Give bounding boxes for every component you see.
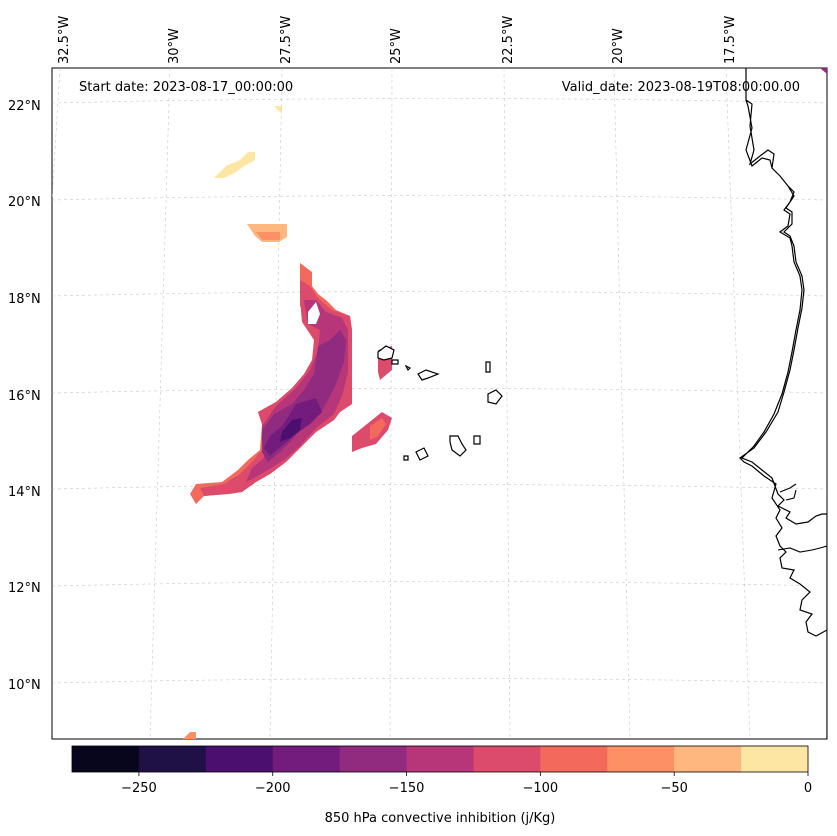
colorbar-swatch bbox=[674, 746, 742, 772]
colorbar-tick-label: −250 bbox=[121, 781, 157, 796]
contour-region bbox=[820, 68, 827, 74]
lat-label: 12°N bbox=[8, 581, 41, 596]
colorbar-swatch bbox=[205, 746, 274, 772]
island-santa-luzia bbox=[404, 364, 412, 372]
graticule bbox=[52, 68, 827, 739]
contour-region bbox=[214, 152, 255, 178]
lat-label: 10°N bbox=[8, 678, 41, 693]
island-fogo bbox=[415, 447, 429, 461]
colorbar-swatch bbox=[741, 746, 809, 772]
colorbar-swatch bbox=[72, 746, 140, 772]
cape-verde-islands bbox=[377, 345, 503, 461]
valid-date-label: Valid_date: 2023-08-19T08:00:00.00 bbox=[562, 80, 800, 95]
island-maio bbox=[473, 435, 481, 445]
lon-label: 30°W bbox=[167, 28, 182, 64]
map-frame bbox=[51, 67, 828, 740]
island-santiago bbox=[449, 435, 467, 457]
island-boa-vista bbox=[487, 389, 503, 405]
colorbar-tick-label: −200 bbox=[255, 781, 291, 796]
lon-label: 20°W bbox=[611, 28, 626, 64]
coastline bbox=[739, 68, 827, 739]
colorbar-swatch bbox=[607, 746, 675, 772]
lon-label: 32.5°W bbox=[57, 16, 72, 64]
lat-label: 22°N bbox=[8, 99, 41, 114]
island-santo-antao bbox=[377, 345, 395, 361]
island-sal bbox=[485, 361, 491, 373]
island-sao-vicente bbox=[391, 359, 399, 365]
lat-label: 14°N bbox=[8, 485, 41, 500]
lat-label: 16°N bbox=[8, 389, 41, 404]
africa-coastline bbox=[739, 68, 827, 739]
island-sao-nicolau bbox=[417, 369, 440, 381]
contour-region bbox=[200, 280, 352, 496]
lon-label: 22.5°W bbox=[501, 16, 516, 64]
contour-region bbox=[183, 732, 196, 739]
colorbar-swatch bbox=[138, 746, 207, 772]
colorbar: −250 −200 −150 −100 −50 0 bbox=[71, 745, 812, 796]
contour-region bbox=[274, 106, 282, 114]
contour-region bbox=[256, 232, 280, 240]
colorbar-label: 850 hPa convective inhibition (j/Kg) bbox=[325, 811, 556, 826]
colorbar-tick-label: −150 bbox=[389, 781, 425, 796]
colorbar-tick-label: −50 bbox=[660, 781, 687, 796]
latitude-labels: 22°N 20°N 18°N 16°N 14°N 12°N 10°N bbox=[8, 99, 41, 693]
contour-region bbox=[280, 418, 302, 442]
lat-label: 18°N bbox=[8, 292, 41, 307]
colorbar-swatch bbox=[339, 746, 408, 772]
island-brava bbox=[403, 455, 409, 461]
senegal-coast-detail bbox=[779, 483, 797, 501]
colorbar-swatch bbox=[540, 746, 608, 772]
longitude-labels: 32.5°W 30°W 27.5°W 25°W 22.5°W 20°W 17.5… bbox=[57, 16, 738, 64]
start-date-label: Start date: 2023-08-17_00:00:00 bbox=[79, 80, 293, 95]
colorbar-tick-label: 0 bbox=[804, 781, 812, 796]
lon-label: 17.5°W bbox=[723, 16, 738, 64]
gambia-river bbox=[777, 545, 827, 553]
colorbar-tick-label: −100 bbox=[523, 781, 559, 796]
colorbar-swatch bbox=[272, 746, 341, 772]
contour-region bbox=[370, 418, 386, 440]
colorbar-swatch bbox=[473, 746, 541, 772]
lat-label: 20°N bbox=[8, 195, 41, 210]
lon-label: 27.5°W bbox=[279, 16, 294, 64]
colorbar-swatch bbox=[406, 746, 474, 772]
colorbar-frame bbox=[71, 745, 809, 773]
lon-label: 25°W bbox=[389, 28, 404, 64]
contour-region bbox=[308, 302, 320, 324]
